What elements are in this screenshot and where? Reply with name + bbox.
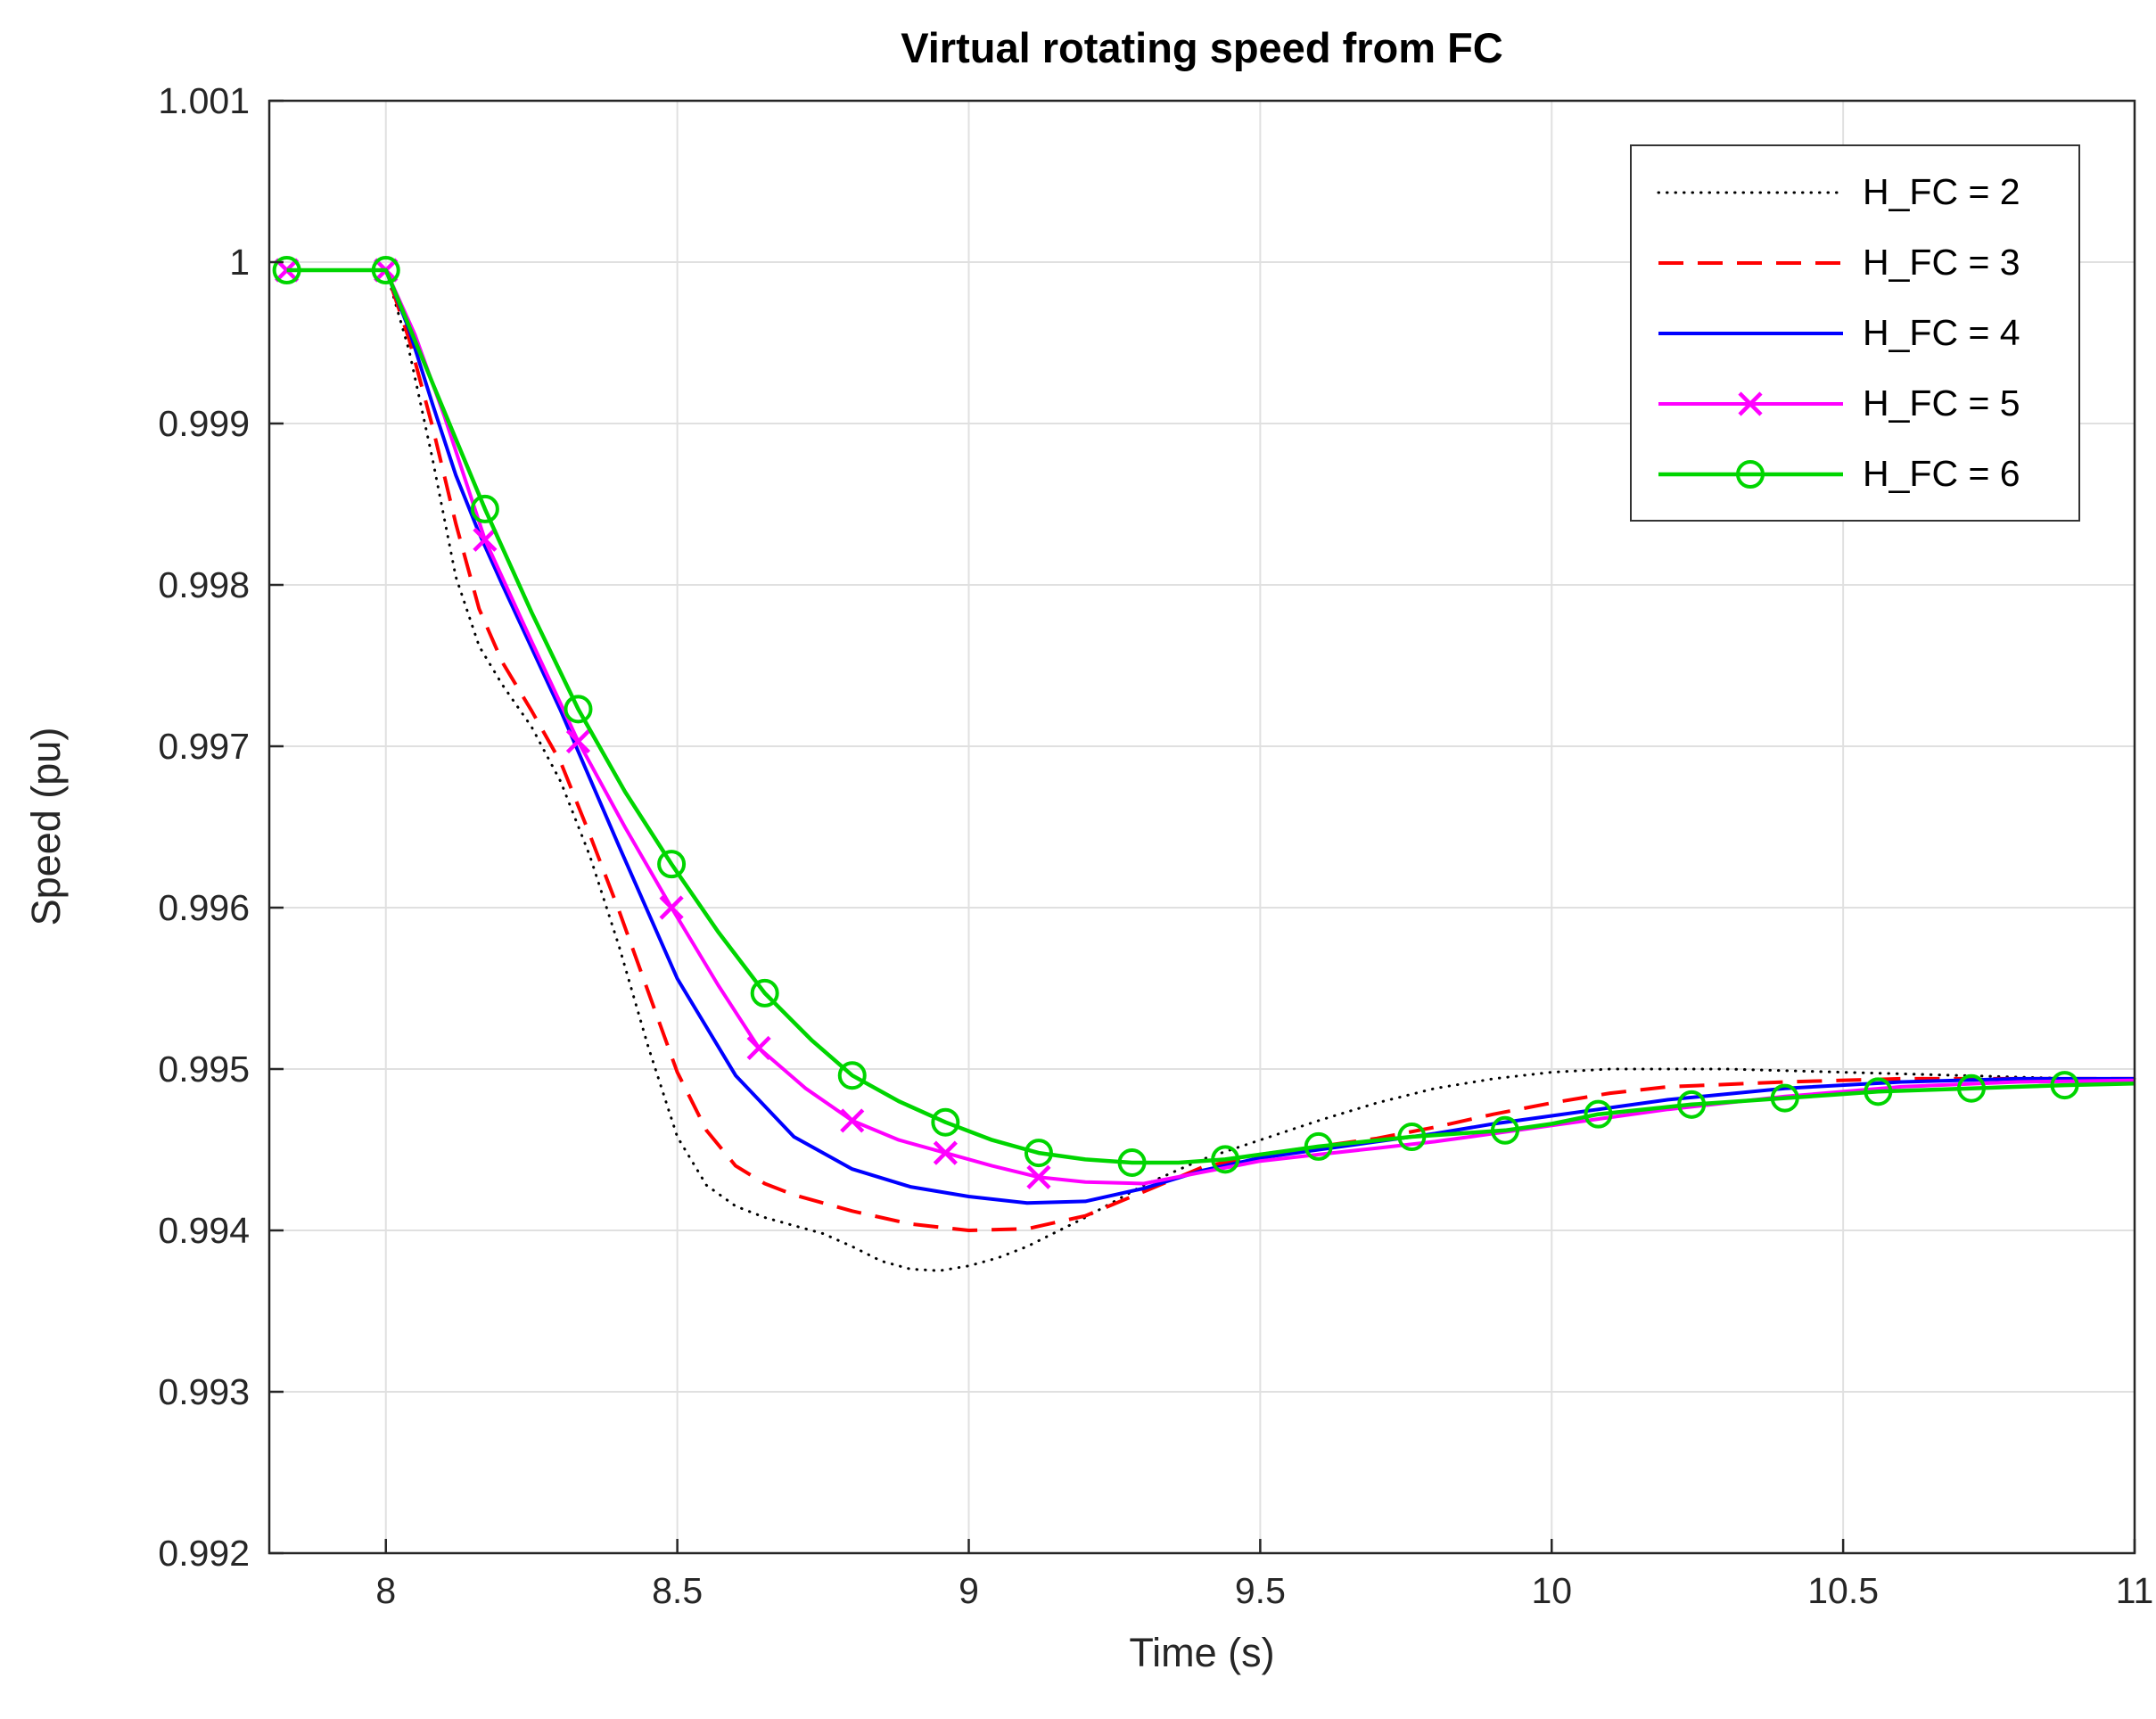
legend-entry-hfc-5: H_FC = 5	[1655, 368, 2078, 439]
marker-circle-hfc-6	[2050, 1071, 2079, 1100]
legend-line-sample-hfc-6	[1658, 459, 1843, 489]
marker-circle-hfc-6	[931, 1107, 960, 1137]
y-tick-label: 1.001	[158, 80, 250, 121]
y-tick-label: 1	[229, 242, 250, 283]
legend-entry-hfc-2: H_FC = 2	[1655, 157, 2078, 227]
x-tick-label: 11	[2116, 1570, 2154, 1611]
legend-entry-label: H_FC = 2	[1863, 171, 2020, 212]
marker-circle-hfc-6	[371, 256, 400, 285]
marker-circle-hfc-6	[1677, 1090, 1707, 1119]
marker-x-hfc-5	[659, 895, 684, 920]
marker-x-hfc-5	[840, 1108, 865, 1133]
y-tick-label: 0.992	[158, 1533, 250, 1574]
series-line-hfc-2	[285, 268, 2136, 1272]
legend-sample-marker	[1736, 459, 1765, 489]
marker-circle-hfc-6	[1304, 1131, 1333, 1161]
y-tick-label: 0.998	[158, 564, 250, 605]
marker-circle-hfc-6	[1864, 1077, 1893, 1106]
y-tick-label: 0.996	[158, 887, 250, 928]
legend: H_FC = 2 H_FC = 3 H_FC = 4 H_FC = 5 H_FC…	[1630, 144, 2080, 522]
marker-x-hfc-5	[473, 527, 498, 552]
marker-circle-hfc-6	[1397, 1123, 1427, 1152]
marker-circle-hfc-6	[1211, 1145, 1240, 1174]
marker-x-hfc-5	[565, 728, 591, 754]
legend-line-sample-hfc-5	[1658, 391, 1843, 416]
marker-circle-hfc-6	[1490, 1115, 1519, 1145]
legend-line-sample-hfc-2	[1657, 191, 1845, 193]
marker-circle-hfc-6	[837, 1061, 867, 1090]
y-axis-label: Speed (pu)	[23, 727, 69, 926]
chart-title: Virtual rotating speed from FC	[901, 24, 1503, 71]
x-tick-label: 10.5	[1807, 1570, 1879, 1611]
marker-circle-hfc-6	[657, 850, 687, 879]
y-tick-label: 0.994	[158, 1210, 250, 1251]
marker-circle-hfc-6	[272, 256, 301, 285]
legend-entry-label: H_FC = 4	[1863, 312, 2020, 353]
legend-sample-marker	[1738, 391, 1763, 416]
marker-circle-hfc-6	[564, 695, 593, 724]
legend-entry-label: H_FC = 6	[1863, 453, 2020, 494]
legend-line-sample-hfc-4	[1658, 331, 1843, 335]
marker-x-hfc-5	[746, 1035, 771, 1061]
marker-circle-hfc-6	[1770, 1083, 1799, 1113]
marker-circle-hfc-6	[750, 978, 779, 1008]
marker-circle-hfc-6	[1584, 1099, 1613, 1129]
series-line-hfc-3	[286, 268, 2135, 1232]
marker-circle-hfc-6	[1956, 1073, 1986, 1103]
marker-circle-hfc-6	[470, 494, 499, 523]
marker-circle-hfc-6	[1024, 1139, 1053, 1168]
legend-entry-label: H_FC = 5	[1863, 382, 2020, 424]
y-tick-label: 0.993	[158, 1371, 250, 1412]
legend-entry-label: H_FC = 3	[1863, 242, 2020, 283]
axes-box	[267, 99, 2136, 1555]
marker-circle-hfc-6	[1117, 1147, 1147, 1177]
series-line-hfc-6	[286, 267, 2135, 1165]
y-tick-label: 0.997	[158, 726, 250, 767]
x-tick-label: 8	[375, 1570, 396, 1611]
marker-x-hfc-5	[933, 1140, 958, 1165]
x-tick-label: 8.5	[652, 1570, 703, 1611]
legend-entry-hfc-6: H_FC = 6	[1655, 439, 2078, 509]
y-tick-label: 0.995	[158, 1049, 250, 1090]
marker-x-hfc-5	[1026, 1164, 1051, 1189]
x-tick-label: 10	[1531, 1570, 1572, 1611]
x-tick-label: 9	[959, 1570, 979, 1611]
series-line-hfc-4	[286, 268, 2135, 1205]
x-tick-label: 9.5	[1235, 1570, 1286, 1611]
x-axis-label: Time (s)	[1129, 1630, 1275, 1675]
legend-entry-hfc-4: H_FC = 4	[1655, 298, 2078, 368]
legend-entry-hfc-3: H_FC = 3	[1655, 227, 2078, 298]
y-tick-label: 0.999	[158, 403, 250, 444]
legend-line-sample-hfc-3	[1658, 260, 1843, 265]
